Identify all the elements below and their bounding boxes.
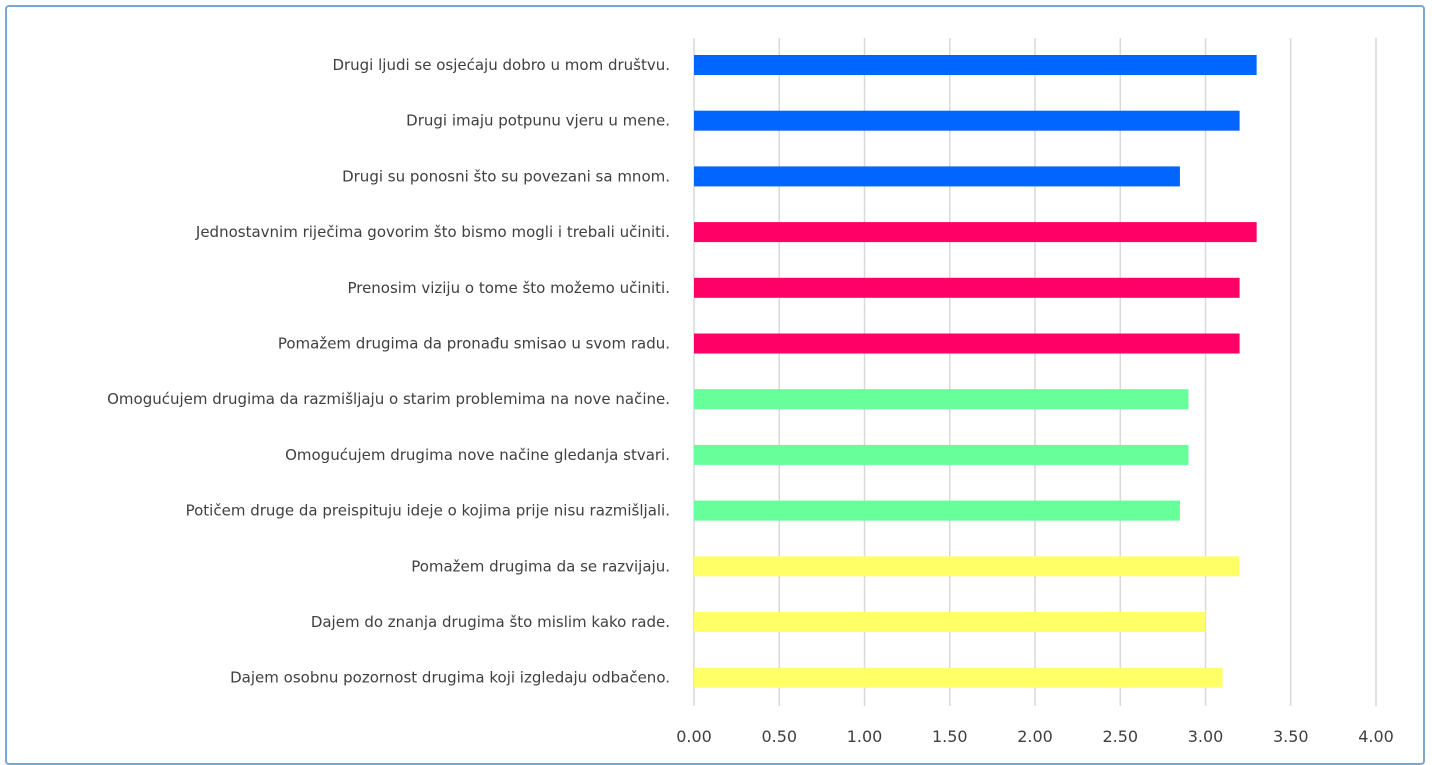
bar <box>694 277 1240 298</box>
category-label: Dajem osobnu pozornost drugima koji izgl… <box>230 669 670 687</box>
bar <box>694 110 1240 131</box>
chart-frame <box>5 5 1425 765</box>
category-label: Potičem druge da preispituju ideje o koj… <box>186 502 670 520</box>
category-label: Drugi imaju potpunu vjeru u mene. <box>406 112 670 130</box>
x-tick-label: 1.50 <box>932 727 968 746</box>
x-tick-label: 4.00 <box>1358 727 1394 746</box>
category-label: Omogućujem drugima da razmišljaju o star… <box>107 390 670 408</box>
x-tick-label: 3.50 <box>1273 727 1309 746</box>
bar <box>694 333 1240 354</box>
bar <box>694 612 1206 632</box>
category-label: Jednostavnim riječima govorim što bismo … <box>195 223 670 241</box>
x-tick-label: 0.50 <box>761 727 797 746</box>
bar <box>694 556 1240 577</box>
x-tick-label: 2.50 <box>1102 727 1138 746</box>
category-label: Drugi ljudi se osjećaju dobro u mom druš… <box>332 56 670 74</box>
bar <box>694 389 1189 410</box>
category-label: Pomažem drugima da se razvijaju. <box>411 557 670 575</box>
category-label: Pomažem drugima da pronađu smisao u svom… <box>278 335 670 353</box>
x-tick-label: 0.00 <box>676 727 712 746</box>
category-label: Drugi su ponosni što su povezani sa mnom… <box>342 167 670 185</box>
category-label: Prenosim viziju o tome što možemo učinit… <box>347 279 670 297</box>
category-label: Omogućujem drugima nove načine gledanja … <box>285 446 670 464</box>
x-tick-label: 1.00 <box>847 727 883 746</box>
gridlines <box>693 38 1377 706</box>
bar <box>694 444 1189 465</box>
bar <box>694 166 1180 187</box>
category-label: Dajem do znanja drugima što mislim kako … <box>311 613 670 631</box>
x-tick-label: 2.00 <box>1017 727 1053 746</box>
x-axis-tick-labels: 0.00 0.50 1.00 1.50 2.00 2.50 3.00 3.50 4.00 <box>676 727 1394 746</box>
bar <box>694 55 1257 75</box>
bar <box>694 500 1180 521</box>
bar <box>694 667 1223 688</box>
x-tick-label: 3.00 <box>1188 727 1224 746</box>
bars <box>694 55 1257 688</box>
bar <box>694 222 1257 243</box>
category-labels: Drugi ljudi se osjećaju dobro u mom druš… <box>107 56 670 687</box>
